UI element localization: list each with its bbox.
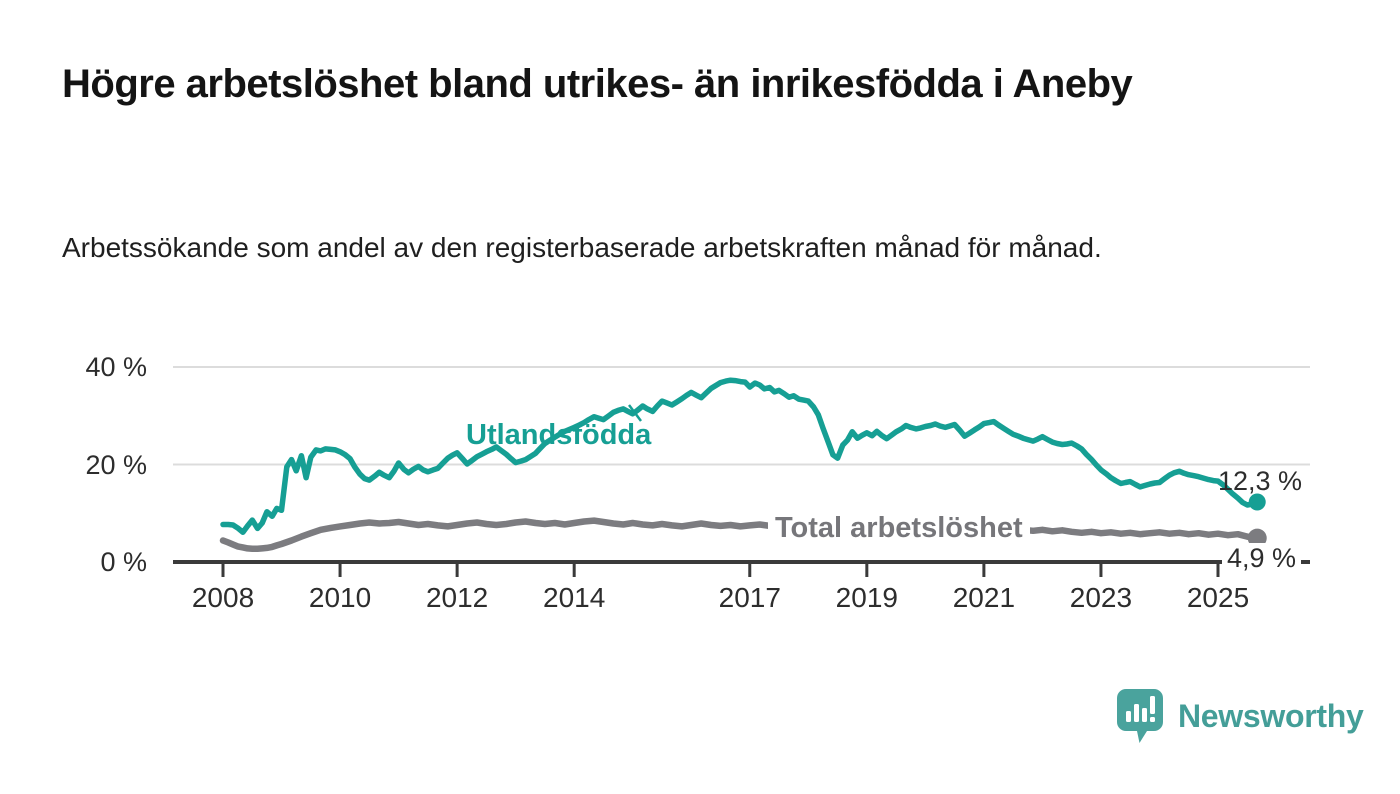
newsworthy-logo: Newsworthy — [1116, 688, 1364, 744]
x-tick-label: 2023 — [1069, 582, 1133, 613]
series-line-utlandsfodda — [220, 377, 1260, 536]
y-tick-label: 40 % — [85, 352, 147, 382]
newsworthy-logo-icon — [1117, 689, 1163, 743]
newsworthy-logo-text: Newsworthy — [1178, 697, 1364, 734]
series-line-total — [219, 517, 1261, 553]
x-tick-label: 2014 — [543, 582, 606, 613]
x-tick-label: 2019 — [835, 582, 898, 613]
x-tick-label: 2025 — [1186, 582, 1250, 613]
end-value-label-utlandsfodda: 12,3 % — [1218, 466, 1303, 496]
series-label-utlandsfodda: Utlandsfödda — [466, 419, 652, 451]
x-tick-label: 2021 — [952, 582, 1016, 613]
y-tick-label: 20 % — [85, 449, 147, 480]
x-tick-label: 2008 — [191, 582, 255, 613]
chart-plot — [173, 366, 1310, 577]
page-title: Högre arbetslöshet bland utrikes- än inr… — [62, 62, 1133, 106]
end-dot-total — [1247, 528, 1267, 548]
chart-subtitle: Arbetssökande som andel av den registerb… — [62, 232, 1102, 263]
end-value-label-total: 4,9 % — [1222, 543, 1302, 576]
x-tick-label: 2017 — [718, 582, 781, 613]
x-tick-label: 2010 — [308, 582, 372, 613]
label-pointer-line — [628, 404, 642, 422]
line-chart: 0 % 20 % 40 % 2008 2010 2012 2014 2017 2019 2021… — [0, 340, 1400, 640]
x-tick-label: 2012 — [425, 582, 489, 613]
series-label-total-arbetsloshet: Total arbetslöshet — [768, 512, 1030, 545]
y-tick-label: 0 % — [100, 547, 147, 577]
end-dot-utlandsfodda — [1248, 493, 1266, 511]
